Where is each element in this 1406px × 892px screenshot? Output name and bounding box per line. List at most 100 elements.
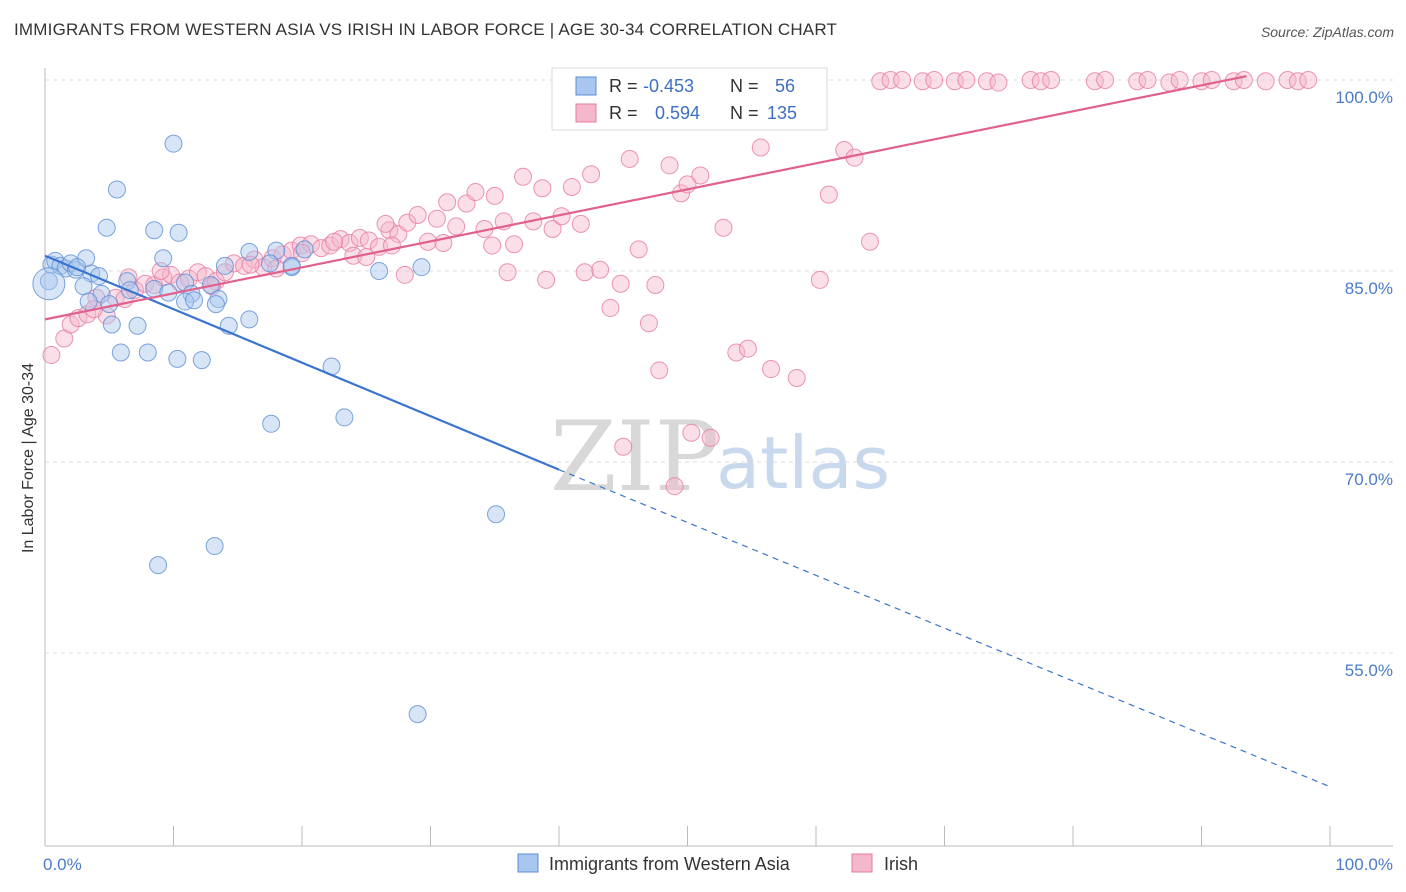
y-tick-label: 70.0%	[1345, 470, 1393, 489]
western-asia-point	[128, 316, 147, 335]
x-tick-label-max: 100.0%	[1335, 855, 1393, 874]
irish-point	[571, 214, 590, 233]
irish-point	[614, 437, 633, 456]
irish-point	[483, 236, 502, 255]
irish-point	[738, 339, 757, 358]
irish-point	[485, 186, 504, 205]
irish-point	[438, 193, 457, 212]
axes	[44, 68, 1393, 847]
irish-point	[591, 260, 610, 279]
irish-point	[106, 288, 125, 307]
western-asia-trend-extension	[558, 469, 1331, 788]
irish-point	[466, 183, 485, 202]
irish-point	[543, 219, 562, 238]
watermark-atlas: atlas	[716, 421, 890, 505]
bottom-legend-blue-label: Immigrants from Western Asia	[549, 854, 791, 874]
irish-point	[639, 314, 658, 333]
western-asia-point	[206, 295, 225, 314]
legend-blue-swatch	[575, 76, 597, 96]
x-tick-label-min: 0.0%	[43, 855, 82, 874]
irish-point	[727, 343, 746, 362]
source-label: Source: ZipAtlas.com	[1260, 24, 1394, 40]
irish-point	[505, 235, 524, 254]
irish-point	[989, 73, 1008, 92]
western-asia-point	[107, 180, 126, 199]
legend-blue-r-label: R =	[609, 76, 638, 96]
irish-point	[196, 267, 215, 286]
western-asia-point	[79, 292, 98, 311]
western-asia-point	[370, 262, 389, 280]
western-asia-point	[215, 256, 234, 275]
irish-point	[61, 315, 80, 334]
bottom-legend-blue-swatch	[517, 853, 539, 873]
western-asia-point	[138, 343, 157, 362]
irish-point	[611, 274, 630, 293]
irish-point	[575, 263, 594, 282]
y-tick-labels: 55.0% 70.0% 85.0% 100.0%	[1335, 88, 1393, 680]
western-asia-point	[176, 292, 195, 311]
western-asia-point	[335, 408, 354, 427]
bottom-legend-pink-label: Irish	[884, 854, 918, 874]
western-asia-point	[487, 505, 506, 524]
irish-point	[629, 240, 648, 259]
legend-pink-r-value: 0.594	[655, 103, 700, 123]
irish-point	[945, 72, 964, 91]
irish-point	[601, 298, 620, 317]
irish-point	[537, 270, 556, 289]
irish-point	[1234, 71, 1253, 89]
irish-point	[682, 423, 701, 442]
irish-point	[860, 232, 879, 251]
legend-blue-r-value: -0.453	[643, 76, 694, 96]
irish-point	[562, 177, 581, 196]
irish-point	[427, 209, 446, 228]
irish-point	[325, 232, 344, 251]
irish-point	[376, 214, 395, 233]
watermark: ZIP atlas	[550, 401, 890, 513]
western-asia-point	[408, 705, 427, 724]
irish-point	[1202, 71, 1221, 89]
legend-blue-n-label: N =	[730, 76, 759, 96]
irish-point	[810, 270, 829, 289]
legend-pink-n-label: N =	[730, 103, 759, 123]
irish-point	[762, 360, 781, 379]
y-axis-title: In Labor Force | Age 30-34	[20, 363, 37, 553]
irish-point	[42, 346, 61, 365]
watermark-zip: ZIP	[550, 401, 719, 513]
western-asia-point	[260, 254, 279, 273]
irish-point	[498, 263, 517, 282]
irish-point	[660, 156, 679, 175]
western-asia-point	[240, 310, 259, 329]
irish-point	[665, 477, 684, 496]
legend-blue-n-value: 56	[775, 76, 795, 96]
irish-point	[714, 218, 733, 237]
irish-point	[1042, 71, 1061, 89]
irish-point	[650, 361, 669, 380]
gridlines	[45, 79, 1393, 654]
irish-trend-line	[44, 75, 1247, 321]
western-asia-point	[102, 315, 121, 334]
irish-point	[235, 256, 254, 275]
irish-point	[1256, 72, 1275, 91]
chart-title: IMMIGRANTS FROM WESTERN ASIA VS IRISH IN…	[14, 20, 838, 39]
irish-point	[533, 179, 552, 198]
irish-point	[395, 265, 414, 284]
irish-point	[1170, 71, 1189, 89]
western-asia-point	[412, 258, 431, 277]
western-asia-point	[168, 349, 187, 368]
irish-point	[893, 71, 912, 89]
legend-pink-swatch	[575, 103, 597, 123]
western-asia-point	[145, 221, 164, 240]
irish-point	[357, 247, 376, 266]
western-asia-point	[192, 351, 211, 370]
western-asia-point	[185, 291, 204, 310]
irish-point	[977, 72, 996, 91]
western-asia-point	[205, 537, 224, 556]
western-asia-point-large	[32, 267, 66, 301]
y-tick-label: 85.0%	[1345, 279, 1393, 298]
western-asia-point	[97, 218, 116, 237]
legend-pink-n-value: 135	[767, 103, 797, 123]
irish-point	[1096, 71, 1115, 89]
western-asia-point	[295, 240, 314, 259]
irish-point	[957, 71, 976, 89]
